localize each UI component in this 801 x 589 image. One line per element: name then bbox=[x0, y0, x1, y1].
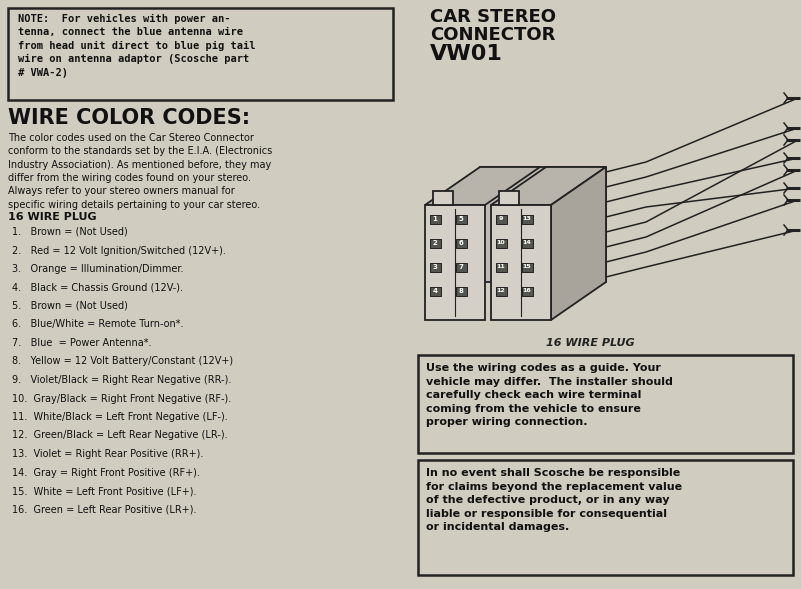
Text: 9.   Violet/Black = Right Rear Negative (RR-).: 9. Violet/Black = Right Rear Negative (R… bbox=[12, 375, 231, 385]
Bar bbox=[491, 205, 551, 320]
Text: WIRE COLOR CODES:: WIRE COLOR CODES: bbox=[8, 108, 250, 128]
Bar bbox=[496, 239, 507, 248]
Text: 16: 16 bbox=[522, 289, 531, 293]
Bar bbox=[522, 263, 533, 272]
Bar bbox=[433, 191, 453, 205]
Bar bbox=[425, 205, 485, 320]
Text: 11.  White/Black = Left Front Negative (LF-).: 11. White/Black = Left Front Negative (L… bbox=[12, 412, 227, 422]
Text: 6: 6 bbox=[459, 240, 463, 246]
Bar bbox=[456, 263, 467, 272]
Polygon shape bbox=[425, 167, 540, 205]
Text: 13.  Violet = Right Rear Positive (RR+).: 13. Violet = Right Rear Positive (RR+). bbox=[12, 449, 203, 459]
Text: 16.  Green = Left Rear Positive (LR+).: 16. Green = Left Rear Positive (LR+). bbox=[12, 505, 196, 515]
Text: 10.  Gray/Black = Right Front Negative (RF-).: 10. Gray/Black = Right Front Negative (R… bbox=[12, 393, 231, 403]
Bar bbox=[522, 287, 533, 296]
Text: CAR STEREO: CAR STEREO bbox=[430, 8, 556, 26]
Bar bbox=[430, 287, 441, 296]
Text: 1.   Brown = (Not Used): 1. Brown = (Not Used) bbox=[12, 227, 127, 237]
Text: 8: 8 bbox=[458, 288, 464, 294]
Text: 2.   Red = 12 Volt Ignition/Switched (12V+).: 2. Red = 12 Volt Ignition/Switched (12V+… bbox=[12, 246, 226, 256]
Text: Use the wiring codes as a guide. Your
vehicle may differ.  The installer should
: Use the wiring codes as a guide. Your ve… bbox=[426, 363, 673, 428]
Polygon shape bbox=[551, 167, 606, 320]
Text: 14: 14 bbox=[522, 240, 531, 246]
Bar bbox=[418, 355, 793, 453]
Text: 15: 15 bbox=[522, 264, 531, 270]
Text: 1: 1 bbox=[433, 216, 437, 222]
Bar bbox=[496, 287, 507, 296]
Text: 12: 12 bbox=[497, 289, 505, 293]
Text: 8.   Yellow = 12 Volt Battery/Constant (12V+): 8. Yellow = 12 Volt Battery/Constant (12… bbox=[12, 356, 233, 366]
Bar bbox=[8, 8, 393, 100]
Text: NOTE:  For vehicles with power an-
tenna, connect the blue antenna wire
from hea: NOTE: For vehicles with power an- tenna,… bbox=[18, 14, 256, 78]
Text: 9: 9 bbox=[499, 217, 503, 221]
Text: 16 WIRE PLUG: 16 WIRE PLUG bbox=[545, 338, 634, 348]
Bar bbox=[522, 239, 533, 248]
Bar bbox=[522, 215, 533, 224]
Text: 5.   Brown = (Not Used): 5. Brown = (Not Used) bbox=[12, 301, 128, 311]
Text: 2: 2 bbox=[433, 240, 437, 246]
Text: 7: 7 bbox=[458, 264, 464, 270]
Bar bbox=[430, 239, 441, 248]
Text: 4.   Black = Chassis Ground (12V-).: 4. Black = Chassis Ground (12V-). bbox=[12, 283, 183, 293]
Text: VW01: VW01 bbox=[430, 44, 503, 64]
Text: In no event shall Scosche be responsible
for claims beyond the replacement value: In no event shall Scosche be responsible… bbox=[426, 468, 682, 532]
Text: 4: 4 bbox=[433, 288, 437, 294]
Bar bbox=[456, 287, 467, 296]
Text: 3: 3 bbox=[433, 264, 437, 270]
Text: 7.   Blue  = Power Antenna*.: 7. Blue = Power Antenna*. bbox=[12, 338, 151, 348]
Text: 15.  White = Left Front Positive (LF+).: 15. White = Left Front Positive (LF+). bbox=[12, 486, 196, 496]
Text: 14.  Gray = Right Front Positive (RF+).: 14. Gray = Right Front Positive (RF+). bbox=[12, 468, 200, 478]
Text: The color codes used on the Car Stereo Connector
conform to the standards set by: The color codes used on the Car Stereo C… bbox=[8, 133, 272, 210]
Text: CONNECTOR: CONNECTOR bbox=[430, 26, 555, 44]
Text: 13: 13 bbox=[522, 217, 531, 221]
Text: 12.  Green/Black = Left Rear Negative (LR-).: 12. Green/Black = Left Rear Negative (LR… bbox=[12, 431, 227, 441]
Bar bbox=[499, 191, 519, 205]
Bar bbox=[456, 239, 467, 248]
Bar bbox=[430, 215, 441, 224]
Text: 6.   Blue/White = Remote Turn-on*.: 6. Blue/White = Remote Turn-on*. bbox=[12, 319, 183, 329]
Bar bbox=[496, 215, 507, 224]
Bar bbox=[456, 215, 467, 224]
Bar bbox=[496, 263, 507, 272]
Text: 10: 10 bbox=[497, 240, 505, 246]
Bar bbox=[430, 263, 441, 272]
Polygon shape bbox=[480, 167, 606, 282]
Text: 16 WIRE PLUG: 16 WIRE PLUG bbox=[8, 212, 97, 222]
Bar bbox=[418, 460, 793, 575]
Text: 3.   Orange = Illumination/Dimmer.: 3. Orange = Illumination/Dimmer. bbox=[12, 264, 183, 274]
Polygon shape bbox=[491, 167, 606, 205]
Text: 5: 5 bbox=[459, 216, 463, 222]
Text: 11: 11 bbox=[497, 264, 505, 270]
